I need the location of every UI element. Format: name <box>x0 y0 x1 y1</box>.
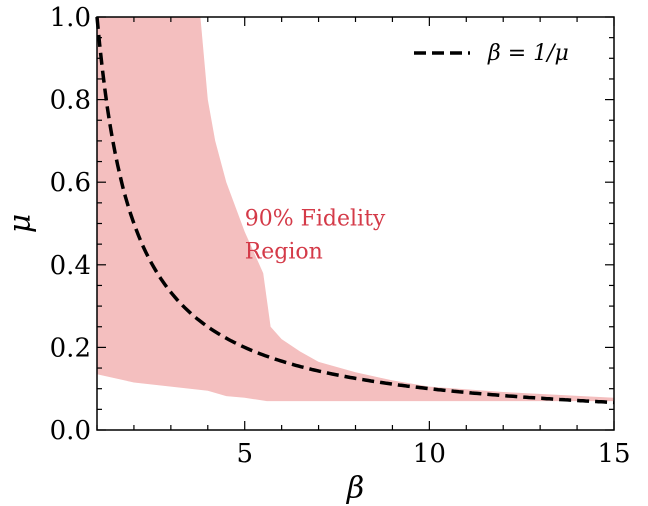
y-tick-label: 0.0 <box>50 416 91 446</box>
x-axis-label: β <box>346 471 364 506</box>
y-tick-label: 0.8 <box>50 86 91 116</box>
x-tick-label: 15 <box>597 439 630 469</box>
x-tick-label: 10 <box>413 439 446 469</box>
x-tick-label: 5 <box>236 439 253 469</box>
annotation-line-1: 90% Fidelity <box>245 207 386 232</box>
y-tick-label: 0.4 <box>50 251 91 281</box>
y-tick-label: 0.6 <box>50 168 91 198</box>
minor-ticks <box>96 17 614 430</box>
series-line-beta-inverse-mu <box>95 16 615 405</box>
plot-frame <box>96 16 615 431</box>
fidelity-region <box>97 17 614 402</box>
legend-label: β = 1/μ <box>487 41 569 66</box>
y-tick-label: 0.2 <box>50 333 91 363</box>
annotation-line-2: Region <box>245 240 323 265</box>
y-tick-labels: 0.0 0.2 0.4 0.6 0.8 1.0 <box>50 3 91 446</box>
y-tick-label: 1.0 <box>50 3 91 33</box>
y-axis-label: μ <box>3 214 38 234</box>
x-tick-labels: 5 10 15 <box>236 439 630 469</box>
